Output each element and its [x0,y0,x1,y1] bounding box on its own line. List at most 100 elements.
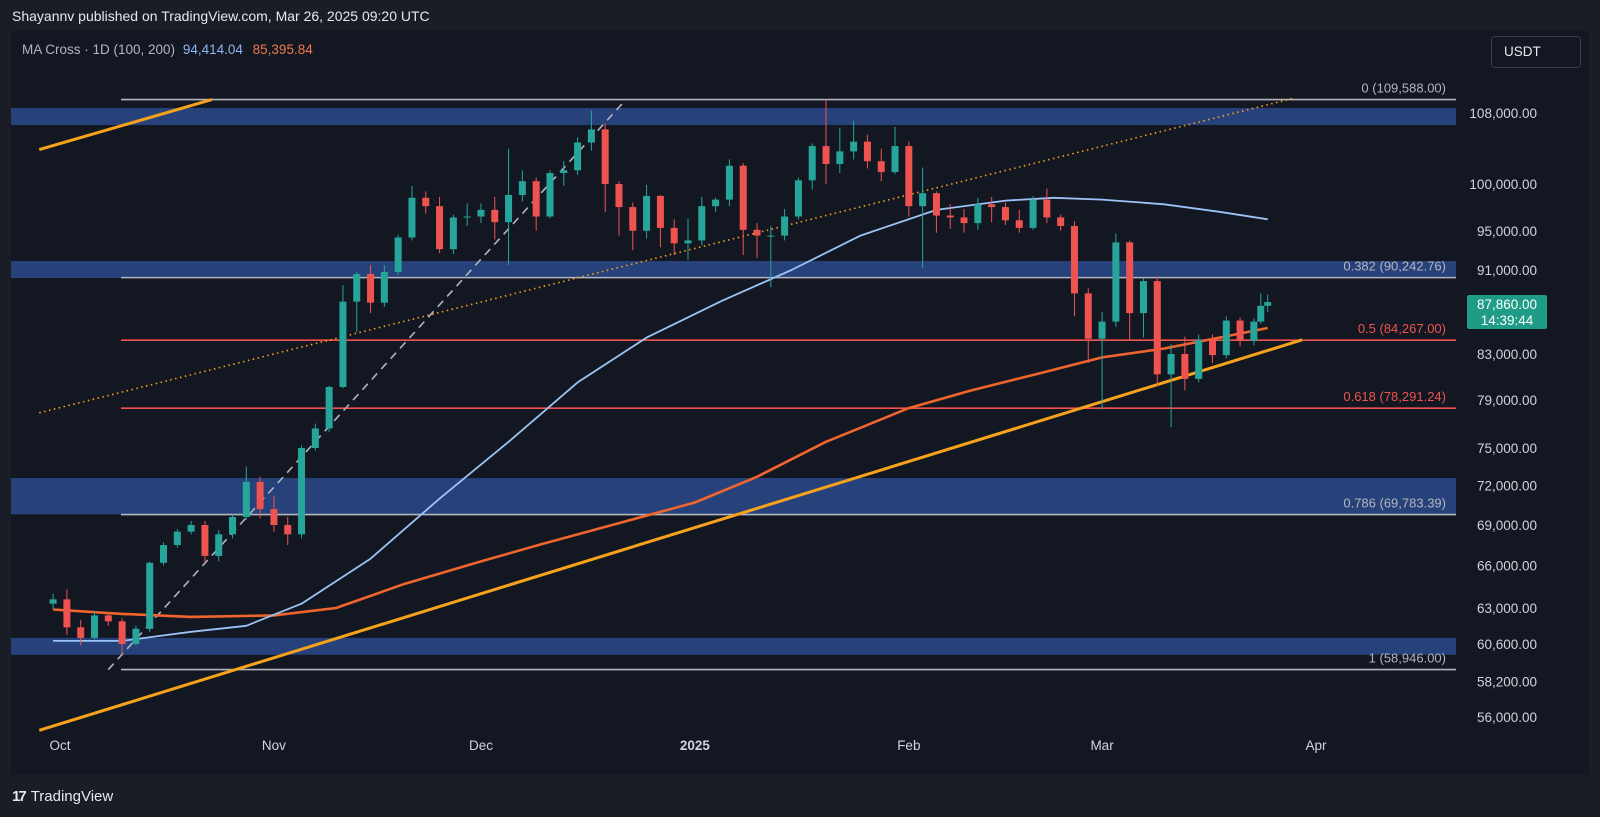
candle-body-39 [587,129,595,143]
candle-body-84 [1208,339,1216,356]
zone-0 [11,107,1456,126]
candle-body-13 [229,517,237,535]
candle-body-8 [160,545,168,563]
candle-body-57 [836,151,844,164]
candle-body-25 [394,237,402,273]
y-tick-9: 66,000.00 [1477,559,1537,574]
publisher-header: Shayannv published on TradingView.com, M… [12,8,430,24]
candle-body-76 [1098,321,1106,339]
x-axis: Oct Nov Dec 2025 Feb Mar Apr [49,738,1327,753]
trend-line-3 [107,99,627,671]
candle-body-68 [988,204,996,208]
candle-body-78 [1126,242,1134,314]
candle-body-34 [518,181,526,196]
candle-body-0 [49,599,57,604]
price-tag: 87,860.00 14:39:44 [1467,295,1547,329]
candle-body-9 [173,531,181,546]
candle-body-67 [974,204,982,224]
candle-body-53 [781,216,789,236]
candle-body-88 [1257,305,1265,322]
candle-body-14 [242,481,250,518]
ma200-value: 85,395.84 [252,42,313,57]
candle-body-89 [1264,302,1272,306]
candle-body-22 [353,274,361,302]
fib-label-0: 0 (109,588.00) [1361,81,1446,96]
y-tick-10: 63,000.00 [1477,601,1537,616]
candle-body-37 [560,170,568,173]
candle-body-41 [615,184,623,208]
candle-body-65 [946,215,954,218]
price-tag-box [1467,295,1547,329]
candle-body-50 [739,165,747,230]
candle-body-11 [201,525,209,556]
y-tick-0: 108,000.00 [1469,106,1537,121]
y-tick-6: 75,000.00 [1477,441,1537,456]
fib-levels-layer: 0 (109,588.00) 0.382 (90,242.76) 0.5 (84,2… [121,81,1456,671]
candle-body-29 [449,217,457,250]
candle-body-17 [284,525,292,535]
candle-body-47 [698,206,706,241]
candle-body-36 [546,172,554,217]
candle-body-69 [1001,207,1009,221]
candle-body-24 [380,272,388,303]
candle-body-72 [1043,199,1051,218]
candle-body-18 [298,448,306,535]
candle-body-74 [1070,225,1078,294]
y-tick-12: 58,200.00 [1477,674,1537,689]
ma200-line [53,326,1268,619]
candle-body-64 [932,193,940,216]
candle-body-43 [643,195,651,231]
y-tick-2: 95,000.00 [1477,224,1537,239]
x-tick-0: Oct [49,738,70,753]
candle-body-3 [91,615,99,638]
candle-body-71 [1029,199,1037,228]
candle-body-1 [63,599,71,628]
candle-body-32 [491,209,499,223]
candle-body-10 [187,525,195,532]
zone-2 [11,478,1456,515]
candle-body-85 [1222,320,1230,356]
trend-line-2 [39,97,1296,414]
candle-body-5 [118,621,126,644]
ma100-line [53,196,1268,642]
tradingview-brand: TradingView [30,788,114,805]
candle-body-26 [408,197,416,238]
candle-body-60 [877,161,885,173]
candle-body-46 [684,240,692,244]
candle-body-35 [532,181,540,217]
tradingview-logo[interactable]: 17 TradingView [12,788,113,805]
x-tick-1: Nov [262,738,286,753]
currency-selector[interactable]: USDT [1491,36,1581,68]
candle-body-62 [905,146,913,207]
candle-body-38 [574,142,582,171]
candle-body-82 [1181,354,1189,379]
indicator-legend[interactable]: MA Cross · 1D (100, 200) 94,414.04 85,39… [22,42,313,57]
candle-body-40 [601,129,609,184]
candle-body-48 [712,199,720,207]
candle-body-81 [1167,354,1175,375]
zone-1 [11,261,1456,279]
candle-body-4 [104,615,112,622]
x-tick-6: Apr [1305,738,1327,753]
x-tick-3: 2025 [680,738,711,753]
fib-label-2: 0.5 (84,267.00) [1358,321,1446,336]
candle-body-58 [850,141,858,152]
candle-body-15 [256,481,264,510]
candle-body-55 [808,146,816,181]
y-tick-8: 69,000.00 [1477,518,1537,533]
fib-label-3: 0.618 (78,291.24) [1343,389,1446,404]
candle-body-63 [919,193,927,207]
y-tick-5: 79,000.00 [1477,393,1537,408]
candle-body-54 [794,180,802,217]
candle-body-83 [1195,339,1203,379]
price-tag-countdown: 14:39:44 [1481,313,1534,328]
candle-body-31 [477,209,485,217]
zone-3 [11,637,1456,655]
candle-body-73 [1057,217,1065,226]
candle-body-33 [505,195,513,223]
trend-lines-layer [38,97,1303,732]
candle-body-70 [1015,220,1023,228]
y-tick-11: 60,600.00 [1477,637,1537,652]
candle-body-49 [725,165,733,200]
